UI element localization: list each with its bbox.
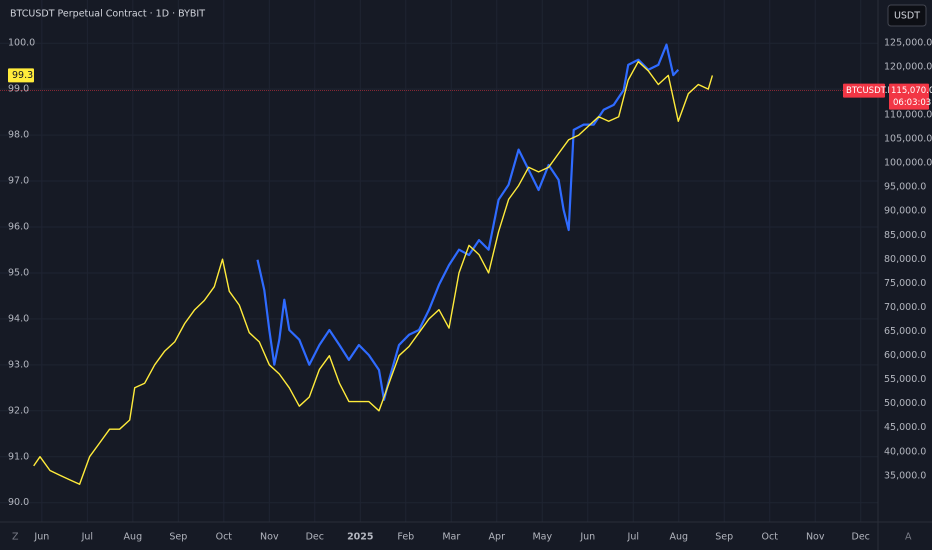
y-tick-label: 96.0: [8, 221, 29, 232]
price-label: 115,070.0: [891, 86, 932, 96]
x-tick-label: Nov: [806, 532, 825, 543]
y2-tick-label: 75,000.0: [884, 278, 926, 289]
x-tick-label: Feb: [397, 532, 414, 543]
y-tick-label: 97.0: [8, 176, 29, 187]
last-value-label: 99.3: [12, 70, 33, 81]
y2-tick-label: 120,000.0: [884, 61, 932, 72]
series-line: [256, 43, 680, 401]
x-tick-label: Jun: [33, 532, 49, 543]
x-tick-label: Mar: [442, 532, 460, 543]
y-tick-label: 100.0: [8, 38, 35, 49]
y2-tick-label: 40,000.0: [884, 446, 926, 457]
y2-tick-label: 45,000.0: [884, 422, 926, 433]
x-tick-label: Aug: [669, 532, 688, 543]
x-tick-label: Jun: [579, 532, 595, 543]
x-tick-label: Jul: [627, 532, 639, 543]
y2-tick-label: 65,000.0: [884, 326, 926, 337]
price-symbol-badge: [843, 83, 885, 98]
y-tick-label: 93.0: [8, 359, 29, 370]
y-tick-label: 95.0: [8, 267, 29, 278]
x-tick-label: Aug: [124, 532, 143, 543]
x-tick-label: Sep: [715, 532, 733, 543]
y-tick-label: 94.0: [8, 313, 29, 324]
x-tick-label: Dec: [306, 532, 324, 543]
series-line: [33, 60, 714, 485]
corner-button[interactable]: A: [905, 532, 912, 543]
y2-tick-label: 125,000.0: [884, 37, 932, 48]
y2-tick-label: 35,000.0: [884, 470, 926, 481]
currency-button-label[interactable]: USDT: [894, 11, 920, 22]
last-value-badge: [8, 68, 34, 83]
y2-tick-label: 70,000.0: [884, 302, 926, 313]
x-tick-label: Oct: [762, 532, 779, 543]
x-tick-label: May: [532, 532, 552, 543]
price-badge: [889, 83, 929, 110]
y2-tick-label: 50,000.0: [884, 398, 926, 409]
y-tick-label: 99.0: [8, 84, 29, 95]
x-tick-label: Dec: [852, 532, 870, 543]
x-tick-label: Sep: [169, 532, 187, 543]
x-tick-label: Nov: [260, 532, 279, 543]
currency-button[interactable]: [887, 4, 927, 27]
x-tick-label: Oct: [216, 532, 233, 543]
x-tick-label: Jul: [81, 532, 93, 543]
y-tick-label: 90.0: [8, 497, 29, 508]
y-tick-label: 91.0: [8, 451, 29, 462]
y2-tick-label: 95,000.0: [884, 182, 926, 193]
y2-tick-label: 90,000.0: [884, 206, 926, 217]
y2-tick-label: 55,000.0: [884, 374, 926, 385]
y-tick-label: 98.0: [8, 130, 29, 141]
chart-title: BTCUSDT Perpetual Contract · 1D · BYBIT: [10, 9, 205, 20]
price-symbol: BTCUSDT.P: [846, 86, 893, 96]
y2-tick-label: 110,000.0: [884, 109, 932, 120]
y2-tick-label: 100,000.0: [884, 158, 932, 169]
countdown: 06:03:03: [893, 98, 931, 108]
x-tick-label: 2025: [347, 532, 373, 543]
y2-tick-label: 60,000.0: [884, 350, 926, 361]
y-tick-label: 92.0: [8, 405, 29, 416]
corner-button[interactable]: Z: [12, 532, 19, 543]
y2-tick-label: 85,000.0: [884, 230, 926, 241]
y2-tick-label: 80,000.0: [884, 254, 926, 265]
y2-tick-label: 105,000.0: [884, 134, 932, 145]
x-tick-label: Apr: [489, 532, 506, 543]
